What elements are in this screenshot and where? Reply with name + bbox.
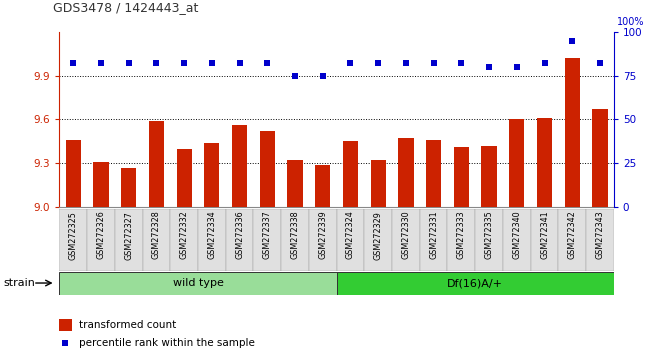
Point (401, 61, 411, 66)
Bar (281, 209, 309, 271)
Text: GSM272329: GSM272329 (374, 211, 383, 259)
Text: wild type: wild type (172, 278, 224, 288)
Text: GSM272342: GSM272342 (568, 211, 577, 259)
Text: GSM272326: GSM272326 (96, 211, 106, 259)
Text: GSM272335: GSM272335 (484, 211, 494, 259)
Bar (121, 168, 137, 207)
Point (207, 61, 217, 66)
Bar (253, 209, 281, 271)
Point (567, 38, 578, 44)
Text: GSM272336: GSM272336 (235, 211, 244, 259)
Text: GSM272343: GSM272343 (595, 211, 605, 259)
Bar (475, 209, 503, 271)
Bar (531, 209, 558, 271)
Bar (343, 141, 358, 207)
Bar (65, 140, 81, 207)
Bar (204, 143, 220, 207)
Text: GSM272340: GSM272340 (512, 211, 521, 259)
Text: GSM272328: GSM272328 (152, 211, 161, 259)
Point (428, 61, 439, 66)
Bar (364, 209, 392, 271)
Bar (315, 165, 331, 207)
Bar (447, 209, 475, 271)
Text: GDS3478 / 1424443_at: GDS3478 / 1424443_at (53, 1, 198, 14)
Bar (481, 146, 497, 207)
Bar (259, 131, 275, 207)
FancyBboxPatch shape (337, 272, 614, 295)
Bar (426, 140, 442, 207)
Text: GSM272334: GSM272334 (207, 211, 216, 259)
Text: GSM272341: GSM272341 (540, 211, 549, 259)
Bar (503, 209, 531, 271)
Bar (226, 209, 253, 271)
Text: Df(16)A/+: Df(16)A/+ (447, 278, 503, 288)
Point (484, 64, 494, 70)
Text: GSM272332: GSM272332 (180, 211, 189, 259)
Text: percentile rank within the sample: percentile rank within the sample (79, 338, 255, 348)
Bar (198, 209, 226, 271)
Bar (337, 209, 364, 271)
Bar (93, 162, 109, 207)
Bar (87, 209, 115, 271)
Bar (592, 109, 608, 207)
Bar (558, 209, 586, 271)
Bar (420, 209, 447, 271)
Point (317, 73, 328, 79)
Bar (59, 319, 71, 331)
Bar (586, 209, 614, 271)
Bar (509, 119, 525, 207)
Bar (232, 125, 248, 207)
Bar (537, 118, 552, 207)
Text: GSM272333: GSM272333 (457, 211, 466, 259)
Bar (115, 209, 143, 271)
Bar (398, 138, 414, 207)
Point (512, 64, 522, 70)
Bar (392, 209, 420, 271)
Point (456, 61, 467, 66)
Point (262, 61, 273, 66)
Point (123, 61, 134, 66)
Bar (453, 147, 469, 207)
Text: strain: strain (3, 278, 35, 288)
Bar (148, 121, 164, 207)
Text: GSM272324: GSM272324 (346, 211, 355, 259)
Point (68, 61, 79, 66)
Point (96, 61, 106, 66)
Point (290, 73, 300, 79)
Text: 100%: 100% (617, 17, 645, 27)
Text: GSM272338: GSM272338 (290, 211, 300, 259)
Point (539, 61, 550, 66)
Bar (59, 209, 87, 271)
Text: GSM272330: GSM272330 (401, 211, 411, 259)
Text: GSM272339: GSM272339 (318, 211, 327, 259)
Bar (370, 160, 386, 207)
Bar (170, 209, 198, 271)
Bar (287, 160, 303, 207)
Point (234, 61, 245, 66)
FancyBboxPatch shape (59, 272, 337, 295)
Bar (176, 149, 192, 207)
Bar (309, 209, 337, 271)
Bar (564, 58, 580, 207)
Point (179, 61, 189, 66)
Text: GSM272327: GSM272327 (124, 211, 133, 259)
Point (60, 340, 71, 346)
Text: GSM272337: GSM272337 (263, 211, 272, 259)
Point (595, 61, 605, 66)
Text: transformed count: transformed count (79, 320, 176, 330)
Text: GSM272331: GSM272331 (429, 211, 438, 259)
Text: GSM272325: GSM272325 (69, 211, 78, 259)
Point (151, 61, 162, 66)
Point (345, 61, 356, 66)
Bar (143, 209, 170, 271)
Point (373, 61, 383, 66)
